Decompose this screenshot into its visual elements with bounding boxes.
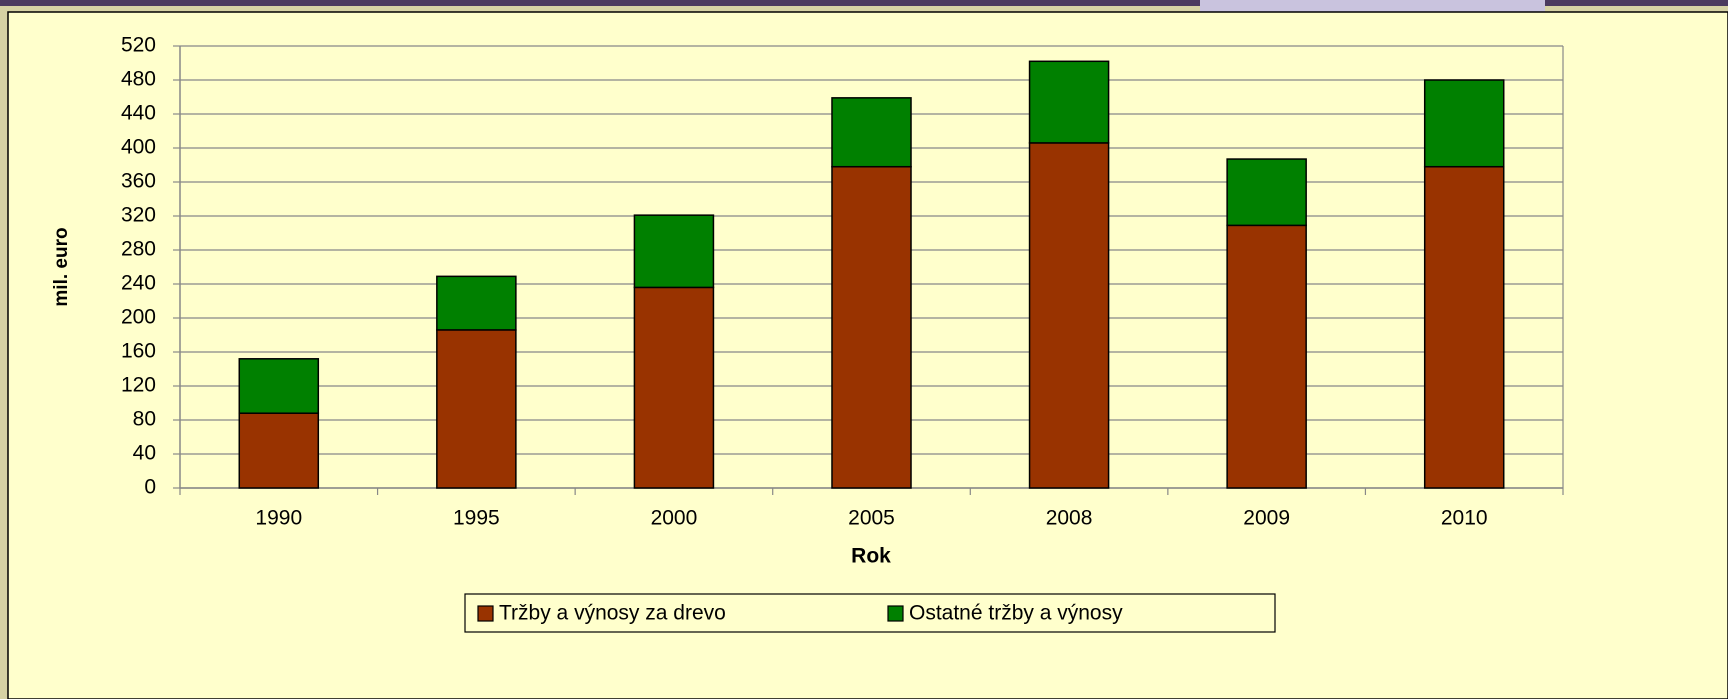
bar-segment (1423, 79, 1505, 168)
y-tick-label: 320 (121, 204, 156, 227)
x-tick-label: 2008 (1046, 507, 1093, 530)
y-tick-label: 40 (133, 442, 156, 465)
y-tick-label: 160 (121, 340, 156, 363)
y-tick-label: 80 (133, 408, 156, 431)
x-tick-label: 2009 (1243, 507, 1290, 530)
y-tick-label: 280 (121, 238, 156, 261)
bar-segment (238, 358, 320, 414)
bar-segment (633, 286, 715, 489)
y-tick-label: 440 (121, 102, 156, 125)
bar-segment (238, 412, 320, 489)
x-tick-label: 2005 (848, 507, 895, 530)
bar-segment (633, 214, 715, 289)
bar-segment (1028, 60, 1110, 144)
y-tick-label: 480 (121, 68, 156, 91)
x-tick-label: 1990 (255, 507, 302, 530)
x-tick-label: 2010 (1441, 507, 1488, 530)
legend-swatch (887, 605, 904, 622)
bar-segment (436, 275, 517, 331)
legend-swatch (477, 605, 494, 622)
bar-segment (1028, 142, 1110, 489)
bar-segment (831, 97, 912, 168)
x-axis-title: Rok (851, 545, 891, 568)
bar-segment (436, 329, 517, 489)
y-tick-label: 0 (144, 476, 156, 499)
bar-segment (1423, 165, 1505, 489)
y-tick-label: 520 (121, 34, 156, 57)
legend-label: Tržby a výnosy za drevo (499, 602, 726, 625)
bar-segment (1226, 224, 1307, 489)
legend-label: Ostatné tržby a výnosy (909, 602, 1123, 625)
bar-segment (1226, 158, 1307, 227)
y-axis-title: mil. euro (51, 227, 72, 306)
bar-segment (831, 165, 912, 489)
legend-box (464, 593, 1276, 633)
top-band (0, 0, 1728, 6)
y-tick-label: 240 (121, 272, 156, 295)
top-accent (1200, 0, 1545, 14)
y-tick-label: 120 (121, 374, 156, 397)
x-tick-label: 2000 (651, 507, 698, 530)
y-tick-label: 360 (121, 170, 156, 193)
x-tick-label: 1995 (453, 507, 500, 530)
y-tick-label: 200 (121, 306, 156, 329)
y-tick-label: 400 (121, 136, 156, 159)
